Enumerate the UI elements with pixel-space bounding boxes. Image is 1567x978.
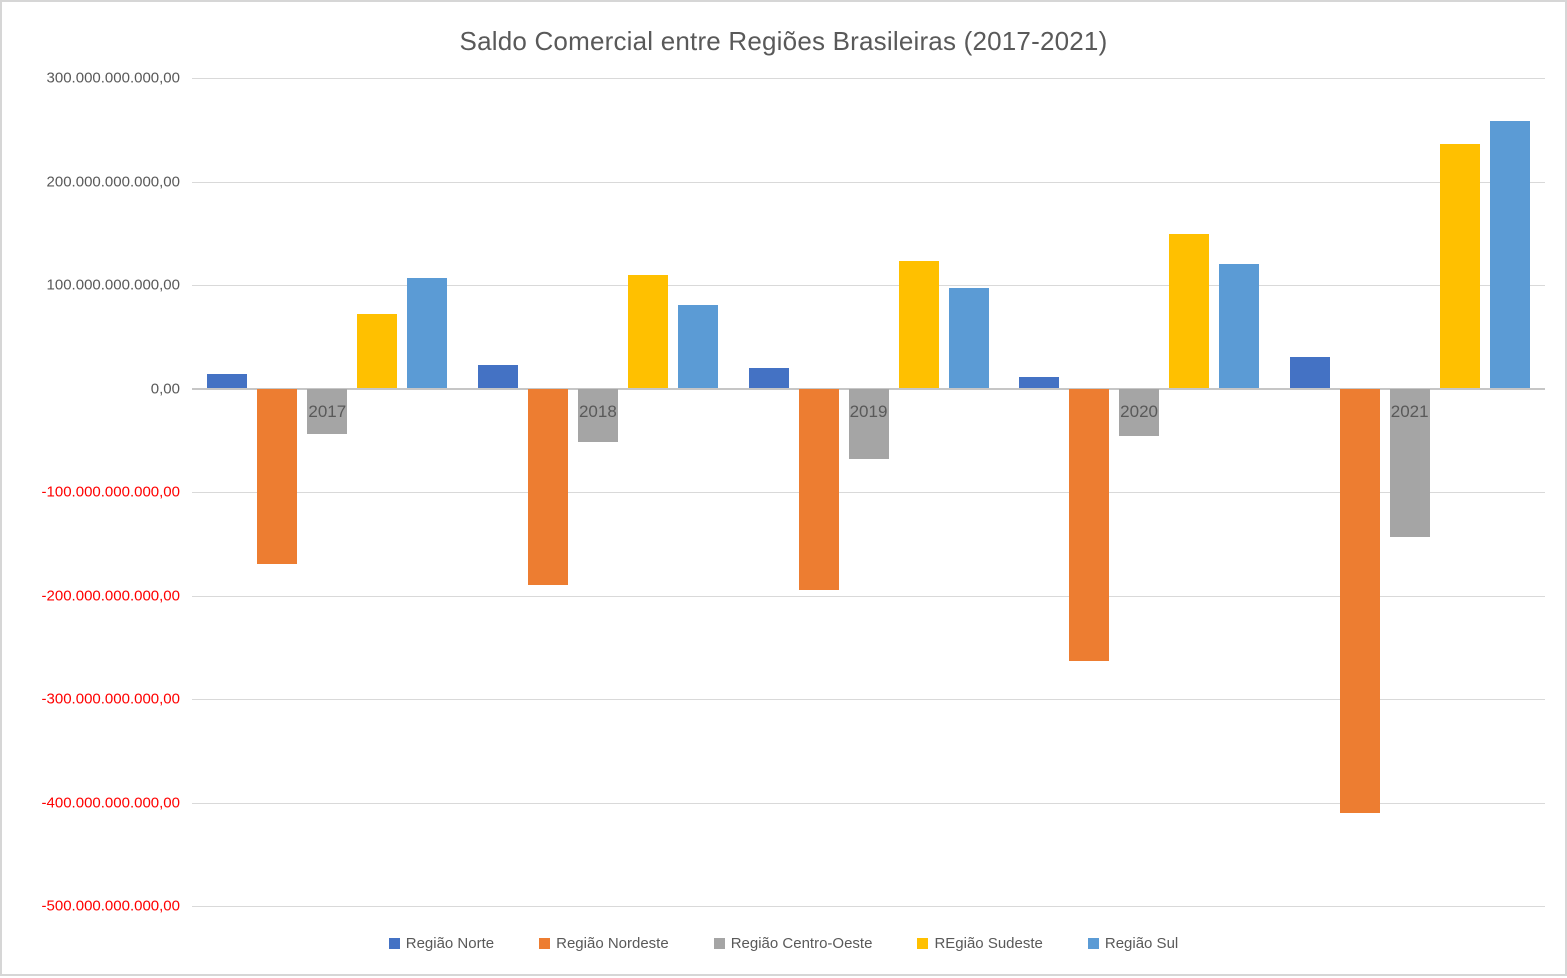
bar-regiao-sul-2018 xyxy=(677,304,718,389)
bar-regiao-sul-2020 xyxy=(1219,264,1260,389)
bar-regiao-nordeste-2019 xyxy=(798,388,839,591)
legend-item-regiao-sudeste: REgião Sudeste xyxy=(917,935,1043,952)
bar-regiao-nordeste-2017 xyxy=(257,388,298,565)
legend-label: REgião Sudeste xyxy=(934,935,1043,952)
legend-label: Região Centro-Oeste xyxy=(730,935,873,952)
y-axis-tick-label: 100.000.000.000,00 xyxy=(46,276,180,294)
bar-regiao-sul-2021 xyxy=(1489,121,1530,389)
bar-regiao-sudeste-2017 xyxy=(357,313,398,389)
x-axis-category-label: 2017 xyxy=(308,401,347,421)
y-axis-labels: 300.000.000.000,00 200.000.000.000,00 100.… xyxy=(2,2,180,978)
x-axis-category-label: 2018 xyxy=(578,401,617,421)
y-axis-tick-label: -300.000.000.000,00 xyxy=(41,690,180,708)
bar-regiao-sudeste-2021 xyxy=(1439,144,1480,389)
x-axis-category-label: 2019 xyxy=(849,401,888,421)
legend-label: Região Sul xyxy=(1104,935,1179,952)
gridline xyxy=(192,906,1545,907)
y-axis-tick-label: -100.000.000.000,00 xyxy=(41,483,180,501)
y-axis-tick-label: 0,00 xyxy=(150,380,180,397)
bar-regiao-sudeste-2018 xyxy=(627,274,668,389)
y-axis-tick-label: -200.000.000.000,00 xyxy=(41,587,180,604)
legend-swatch-icon xyxy=(917,938,929,949)
bar-regiao-norte-2017 xyxy=(207,374,248,389)
x-axis-category-label: 2020 xyxy=(1120,401,1159,421)
gridline xyxy=(192,285,1545,286)
gridline xyxy=(192,802,1545,804)
bar-regiao-norte-2020 xyxy=(1019,377,1060,389)
gridline xyxy=(192,699,1545,700)
gridline xyxy=(192,78,1545,79)
bar-regiao-centro-oeste-2017 xyxy=(307,388,348,435)
legend-label: Região Nordeste xyxy=(556,935,669,952)
legend-swatch-icon xyxy=(1087,938,1099,949)
bar-regiao-sul-2017 xyxy=(407,277,448,389)
bar-regiao-nordeste-2020 xyxy=(1069,388,1110,661)
bar-regiao-sul-2019 xyxy=(948,288,989,389)
y-axis-tick-label: -500.000.000.000,00 xyxy=(41,897,180,915)
legend-item-regiao-norte: Região Norte xyxy=(388,935,495,952)
legend: Região Norte Região Nordeste Região Centro… xyxy=(2,935,1565,952)
legend-label: Região Norte xyxy=(405,935,495,952)
y-axis-tick-label: 200.000.000.000,00 xyxy=(46,173,180,190)
bar-regiao-centro-oeste-2019 xyxy=(848,388,889,459)
bar-regiao-norte-2019 xyxy=(748,367,789,389)
bar-regiao-centro-oeste-2020 xyxy=(1119,388,1160,437)
legend-swatch-icon xyxy=(539,938,551,949)
plot-area: 2017 2018 2019 2020 2021 xyxy=(192,78,1545,907)
y-axis-tick-label: 300.000.000.000,00 xyxy=(46,69,180,87)
bar-regiao-centro-oeste-2021 xyxy=(1389,388,1430,537)
legend-swatch-icon xyxy=(713,938,725,949)
gridline xyxy=(192,181,1545,183)
legend-swatch-icon xyxy=(388,938,400,949)
x-axis-category-label: 2021 xyxy=(1390,401,1429,421)
bar-regiao-centro-oeste-2018 xyxy=(577,388,618,443)
bar-regiao-sudeste-2019 xyxy=(898,261,939,389)
bar-regiao-norte-2021 xyxy=(1289,357,1330,389)
legend-item-regiao-sul: Região Sul xyxy=(1087,935,1179,952)
gridline xyxy=(192,595,1545,597)
gridline xyxy=(192,492,1545,493)
chart-title: Saldo Comercial entre Regiões Brasileira… xyxy=(459,26,1108,56)
bar-regiao-nordeste-2021 xyxy=(1339,388,1380,813)
legend-item-regiao-nordeste: Região Nordeste xyxy=(539,935,669,952)
bar-regiao-norte-2018 xyxy=(477,364,518,389)
bar-regiao-nordeste-2018 xyxy=(527,388,568,586)
legend-item-regiao-centro-oeste: Região Centro-Oeste xyxy=(713,935,873,952)
bar-regiao-sudeste-2020 xyxy=(1169,234,1210,389)
y-axis-tick-label: -400.000.000.000,00 xyxy=(41,794,180,811)
